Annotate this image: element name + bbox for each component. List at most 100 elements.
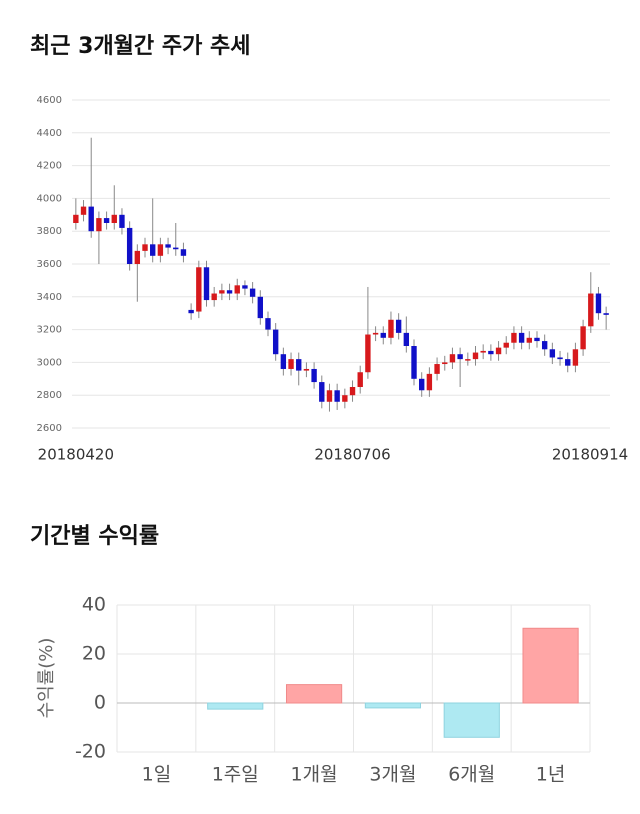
candle-body xyxy=(388,319,394,338)
candle-body xyxy=(395,319,402,333)
candle-body xyxy=(503,342,509,348)
candle-body xyxy=(173,247,179,250)
candle-body xyxy=(334,390,340,402)
y-tick-label: 20 xyxy=(82,643,106,665)
x-tick-label: 20180420 xyxy=(38,446,114,464)
candle-body xyxy=(203,267,210,301)
candle-body xyxy=(142,244,148,251)
bar xyxy=(285,684,343,704)
candle-body xyxy=(280,354,287,369)
y-tick-label: 0 xyxy=(94,692,106,714)
candle-body xyxy=(580,326,586,350)
candle-body xyxy=(96,218,102,232)
candle-body xyxy=(557,357,563,360)
candle-body xyxy=(296,359,302,371)
x-tick-label: 3개월 xyxy=(369,764,416,786)
candle-body xyxy=(357,372,363,387)
candle-body xyxy=(326,390,333,402)
candle-body xyxy=(380,332,386,338)
candle-body xyxy=(595,293,602,314)
candle-body xyxy=(319,382,325,402)
y-tick-label: 3000 xyxy=(37,357,62,368)
candle-body xyxy=(349,387,356,396)
candle-body xyxy=(73,214,79,223)
y-tick-label: 3600 xyxy=(37,259,62,270)
candle-body xyxy=(472,352,479,360)
candle-body xyxy=(157,244,164,256)
candle-body xyxy=(449,354,456,363)
y-tick-label: 3400 xyxy=(37,292,62,303)
candle-body xyxy=(603,313,609,315)
x-tick-label: 1일 xyxy=(142,764,172,786)
candle-body xyxy=(219,290,225,294)
bar xyxy=(207,702,264,710)
candle-body xyxy=(226,290,233,294)
candle-body xyxy=(288,359,294,369)
x-tick-label: 20180914 xyxy=(552,446,628,464)
chart-title: 최근 3개월간 주가 추세 xyxy=(30,34,250,59)
x-tick-label: 1개월 xyxy=(291,764,338,786)
candle-body xyxy=(511,332,517,343)
y-tick-label: -20 xyxy=(75,741,106,763)
candle-body xyxy=(434,364,440,374)
candle-body xyxy=(372,332,379,335)
x-tick-label: 6개월 xyxy=(448,764,495,786)
candle-body xyxy=(549,349,556,358)
chart-title: 기간별 수익률 xyxy=(30,524,159,549)
candle-body xyxy=(495,347,502,355)
y-tick-label: 4200 xyxy=(37,161,62,172)
candle-body xyxy=(365,334,371,373)
candle-body xyxy=(272,329,279,355)
x-tick-label: 1년 xyxy=(536,764,566,786)
candle-body xyxy=(518,332,525,343)
candle-body xyxy=(257,296,263,319)
candle-body xyxy=(196,267,202,312)
candle-body xyxy=(303,368,310,371)
bar xyxy=(364,702,422,709)
candle-body xyxy=(80,206,87,215)
y-tick-label: 40 xyxy=(82,594,106,616)
x-tick-label: 20180706 xyxy=(314,446,390,464)
candle-body xyxy=(411,346,417,379)
candle-body xyxy=(488,350,494,355)
candle-body xyxy=(165,244,171,248)
x-tick-label: 1주일 xyxy=(212,764,259,786)
candle-body xyxy=(541,341,548,350)
candle-body xyxy=(480,350,486,353)
y-tick-label: 4000 xyxy=(37,193,62,204)
candle-body xyxy=(457,354,463,360)
candle-body xyxy=(403,332,410,346)
y-tick-label: 2600 xyxy=(37,423,62,434)
y-tick-label: 3200 xyxy=(37,325,62,336)
y-tick-label: 3800 xyxy=(37,226,62,237)
bar xyxy=(522,627,579,704)
candle-body xyxy=(188,309,194,314)
candle-body xyxy=(88,206,94,232)
candle-body xyxy=(126,227,133,264)
candle-body xyxy=(426,373,433,391)
candle-body xyxy=(526,337,532,343)
candle-body xyxy=(419,378,425,391)
candle-body xyxy=(588,293,594,327)
candle-body xyxy=(103,218,110,223)
candle-body xyxy=(534,337,540,342)
candle-body xyxy=(565,359,571,366)
y-tick-label: 2800 xyxy=(37,390,62,401)
candle-body xyxy=(234,285,240,294)
candle-body xyxy=(180,249,187,256)
candle-body xyxy=(242,285,248,289)
y-tick-label: 4400 xyxy=(37,128,62,139)
candle-body xyxy=(572,349,579,366)
candle-body xyxy=(311,368,317,383)
candle-body xyxy=(134,250,141,264)
candle-body xyxy=(150,244,156,256)
candle-body xyxy=(465,359,471,361)
candle-body xyxy=(111,214,117,223)
candle-body xyxy=(249,288,256,297)
bar xyxy=(443,702,500,738)
candle-body xyxy=(211,293,217,301)
y-axis-title: 수익률(%) xyxy=(36,638,57,719)
y-tick-label: 4600 xyxy=(37,95,62,106)
